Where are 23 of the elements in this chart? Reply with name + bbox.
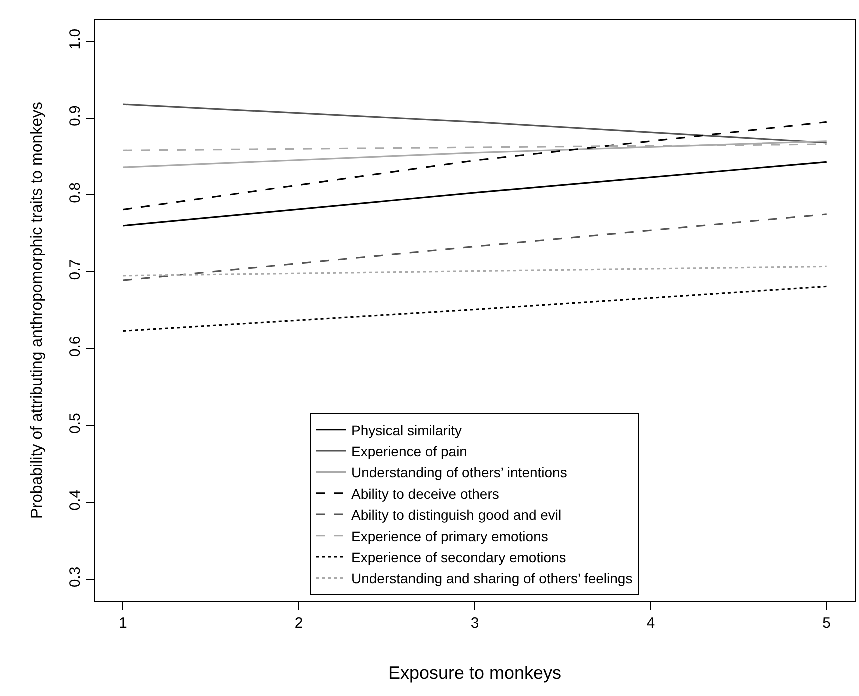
- x-tick-label: 1: [118, 615, 128, 632]
- y-tick-label: 0.4: [67, 490, 84, 511]
- y-tick-label: 0.9: [67, 106, 84, 127]
- legend-label: Understanding and sharing of others’ feelings: [352, 570, 633, 587]
- legend-label: Physical similarity: [352, 422, 462, 438]
- y-tick-label: 0.8: [67, 182, 84, 204]
- x-tick-label: 4: [646, 615, 656, 632]
- y-tick-label: 0.5: [67, 413, 84, 434]
- y-axis-title: Probability of attributing anthropomorphic traits to monkeys: [28, 102, 46, 520]
- y-tick-label: 1.0: [67, 28, 84, 50]
- legend-label: Experience of primary emotions: [352, 528, 548, 544]
- y-tick-label: 0.7: [67, 259, 84, 280]
- legend-label: Experience of pain: [352, 443, 468, 460]
- x-tick-label: 3: [470, 615, 480, 632]
- x-tick-label: 2: [294, 615, 304, 632]
- legend-label: Understanding of others’ intentions: [352, 464, 568, 481]
- y-tick-label: 0.3: [67, 566, 84, 588]
- x-tick-label: 5: [822, 615, 832, 632]
- x-axis-title: Exposure to monkeys: [388, 663, 562, 684]
- legend-label: Ability to deceive others: [352, 486, 500, 502]
- legend-label: Ability to distinguish good and evil: [352, 507, 562, 524]
- legend-label: Experience of secondary emotions: [352, 549, 566, 566]
- y-tick-label: 0.6: [67, 336, 84, 358]
